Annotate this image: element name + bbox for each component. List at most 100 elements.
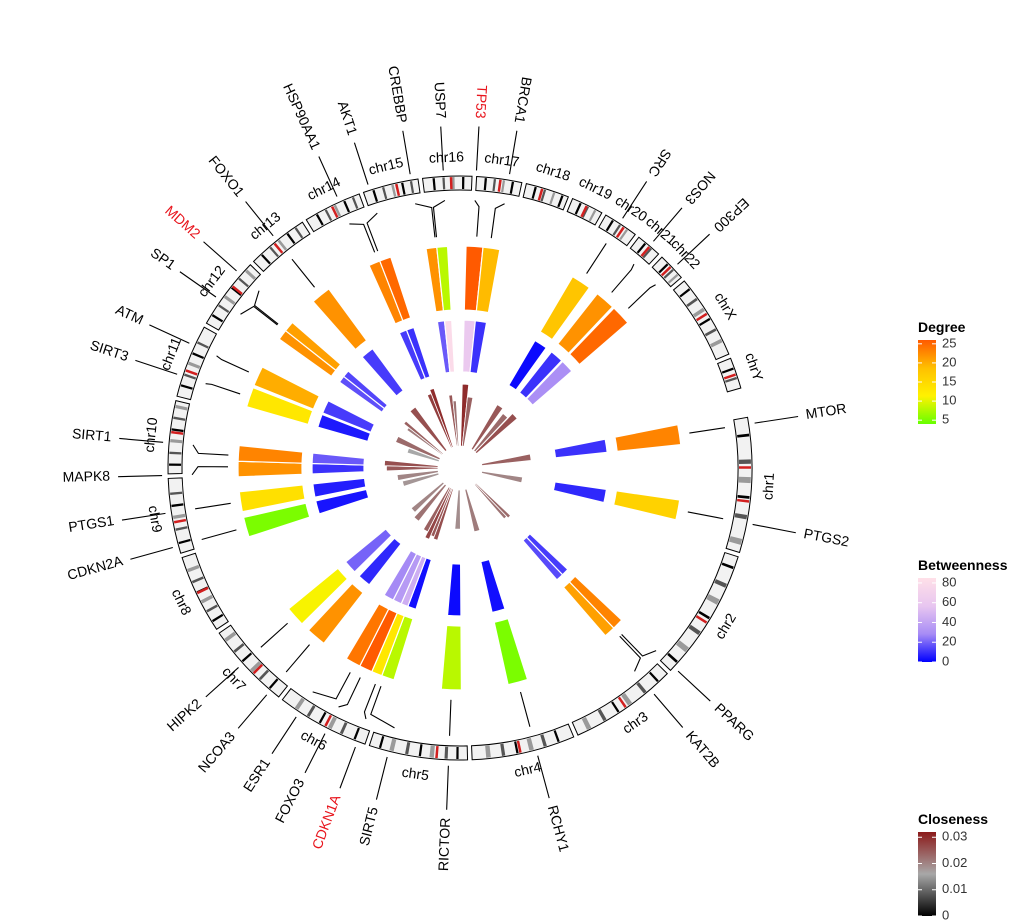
betweenness-block-HIPK2	[344, 528, 393, 573]
betweenness-block-FOXO1	[361, 347, 405, 397]
chromosome-band	[549, 192, 556, 205]
chromosome-band	[306, 705, 316, 717]
ideogram-chr2	[659, 551, 739, 672]
chromosome-band	[442, 177, 446, 190]
degree-block-ESR1	[345, 602, 390, 667]
gene-label-NCOA3: NCOA3	[195, 728, 239, 775]
gene-label-NOS3: NOS3	[682, 168, 719, 208]
gene-label-PTGS1: PTGS1	[67, 512, 115, 535]
chromosome-band	[327, 716, 337, 730]
chromosome-band	[333, 204, 342, 217]
closeness-bar-RCHY1	[464, 488, 481, 533]
chromosome-band	[170, 438, 183, 444]
chromosome-label: chr6	[298, 727, 330, 754]
legend-colorbar	[918, 578, 936, 662]
closeness-bar-PTGS1	[396, 469, 439, 481]
chromosome-label: chr4	[513, 758, 543, 780]
gene-label-EP300: EP300	[711, 195, 753, 236]
degree-block-SRC	[539, 275, 591, 341]
gene-label-AKT1: AKT1	[335, 99, 361, 137]
chromosome-band	[452, 177, 455, 190]
chromosome-band	[509, 181, 515, 194]
chromosome-band	[619, 229, 628, 241]
degree-block-MAPK8	[237, 460, 303, 478]
chromosome-band	[704, 328, 717, 337]
centromere-band	[435, 745, 439, 759]
chromosome-label: chr17	[484, 149, 521, 170]
chromosome-label: chr15	[367, 154, 405, 178]
chromosome-band	[636, 242, 647, 254]
chromosome-label: chr5	[401, 764, 430, 784]
chromosome-band	[621, 693, 633, 706]
betweenness-block-USP7	[443, 319, 456, 374]
chromosome-band	[173, 416, 186, 421]
centromere-band	[660, 266, 672, 277]
centromere-band	[615, 226, 625, 238]
gene-connector	[586, 181, 648, 274]
degree-track	[237, 245, 682, 691]
gene-label-ESR1: ESR1	[240, 755, 274, 795]
ideogram-chr21	[629, 236, 660, 265]
gene-connector	[271, 672, 351, 755]
centromere-band	[449, 177, 453, 190]
ideogram-chr18	[522, 183, 570, 211]
gene-connector	[432, 126, 446, 238]
chromosome-label: chr10	[141, 416, 161, 453]
gene-label-MAPK8: MAPK8	[62, 468, 110, 485]
closeness-bar-SRC	[470, 404, 504, 451]
ideogram-chr7	[218, 624, 289, 698]
chromosome-band	[230, 286, 242, 296]
gene-connector	[490, 130, 518, 239]
chromosome-band	[738, 459, 751, 464]
chromosome-band	[223, 295, 236, 305]
chromosome-band	[180, 384, 193, 390]
centromere-band	[185, 369, 198, 376]
gene-label-PPARG: PPARG	[712, 700, 758, 744]
chromosome-band	[588, 209, 597, 222]
legend-tick-label: 20	[942, 634, 956, 649]
chromosome-band	[318, 711, 327, 724]
centromere-band	[171, 430, 184, 435]
chromosome-band	[724, 376, 738, 383]
gene-label-HSP90AA1: HSP90AA1	[280, 81, 324, 152]
betweenness-block-MTOR	[553, 438, 608, 459]
gene-label-MDM2: MDM2	[162, 202, 204, 241]
chromosome-band	[429, 745, 435, 758]
ideogram-track	[167, 175, 753, 761]
ideogram-chr19	[566, 197, 603, 226]
chromosome-band	[171, 428, 184, 433]
chromosome-band	[444, 746, 449, 759]
closeness-bar-EP300	[474, 412, 518, 455]
chromosome-band	[351, 196, 359, 209]
chromosome-label: chr19	[577, 173, 616, 203]
betweenness-block-NOS3	[518, 350, 563, 400]
gene-label-FOXO3: FOXO3	[272, 776, 308, 826]
ideogram-chr13	[252, 221, 311, 273]
chromosome-band	[676, 640, 689, 653]
chromosome-label: chr22	[668, 236, 704, 273]
gene-connector	[621, 634, 711, 702]
legend-tick-label: 10	[942, 393, 956, 408]
gene-connector	[627, 233, 710, 309]
chromosome-band	[286, 233, 296, 245]
chromosome-band	[378, 735, 385, 749]
chromosome-band	[462, 177, 465, 190]
legend-tick-label: 0	[942, 653, 949, 668]
gene-label-RCHY1: RCHY1	[545, 803, 573, 853]
degree-block-RICTOR	[440, 624, 463, 691]
chromosome-band	[294, 697, 305, 710]
centromere-band	[617, 696, 627, 708]
gene-connector	[446, 699, 452, 810]
gene-label-RICTOR: RICTOR	[435, 817, 453, 871]
ideogram-chr1	[725, 416, 753, 554]
gene-label-SRC: SRC	[645, 146, 675, 180]
closeness-bar-SIRT1	[383, 459, 439, 468]
gene-connector	[118, 466, 229, 478]
degree-block-NOS3	[556, 292, 614, 355]
legend-closeness: Closeness 0.03 0.02 0.01 0	[918, 811, 988, 922]
closeness-bar-RICTOR	[454, 489, 461, 530]
legend-title: Betweenness	[918, 557, 1008, 573]
centromere-band	[737, 498, 750, 503]
